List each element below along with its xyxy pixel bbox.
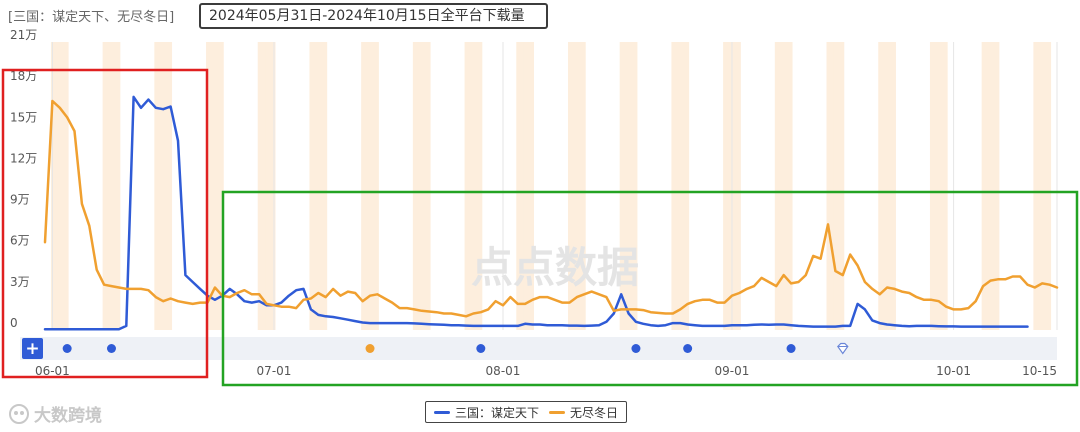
legend-swatch-orange: [549, 410, 566, 414]
highlight-band: [989, 42, 1000, 330]
highlight-band: [723, 42, 734, 330]
highlight-band: [885, 42, 896, 330]
highlight-band: [368, 42, 379, 330]
x-tick-label: 10-15: [1022, 364, 1057, 378]
x-tick-label: 07-01: [257, 364, 292, 378]
event-gem-icon[interactable]: [836, 342, 849, 355]
highlight-band: [575, 42, 586, 330]
highlight-band: [671, 42, 682, 330]
highlight-band: [464, 42, 475, 330]
add-event-button-bg: [22, 338, 43, 359]
vertical-gridlines: [51, 42, 1058, 330]
highlight-band: [213, 42, 224, 330]
chart-legend: 三国：谋定天下 无尽冬日: [425, 401, 628, 423]
highlight-band: [316, 42, 328, 330]
x-axis-tick-labels: 06-01 07-01 08-01 09-01 10-01 10-15: [35, 364, 1057, 378]
highlight-band: [58, 42, 69, 330]
event-bar: +: [20, 337, 1057, 360]
event-marker-dot[interactable]: [786, 344, 796, 353]
highlight-band: [161, 42, 173, 330]
y-tick-label: 6万: [10, 234, 30, 248]
event-marker-dot[interactable]: [62, 344, 72, 353]
event-marker-dot[interactable]: [106, 344, 116, 353]
legend-swatch-blue: [434, 410, 450, 414]
highlight-band: [774, 42, 786, 330]
highlight-band: [420, 42, 431, 330]
highlight-band: [471, 42, 483, 330]
legend-item-series-1[interactable]: 三国：谋定天下: [434, 404, 539, 421]
highlight-band: [206, 42, 217, 330]
chart-title-date-range: 2024年05月31日-2024年10月15日全平台下载量: [199, 3, 548, 29]
legend-label-series-1: 三国：谋定天下: [455, 405, 540, 420]
y-tick-label: 12万: [10, 151, 37, 165]
y-tick-label: 0: [10, 316, 18, 330]
highlight-band: [1040, 42, 1052, 330]
highlight-band: [361, 42, 372, 330]
event-marker-dot[interactable]: [365, 344, 375, 353]
highlight-band: [102, 42, 113, 330]
legend-label-series-2: 无尽冬日: [570, 405, 619, 420]
legend-item-series-2[interactable]: 无尽冬日: [549, 404, 618, 421]
x-tick-label: 08-01: [486, 364, 521, 378]
highlight-band: [309, 42, 320, 330]
y-tick-label: 21万: [10, 28, 37, 42]
highlight-band: [523, 42, 535, 330]
watermark-text: 点点数据: [471, 243, 639, 292]
event-marker-dot[interactable]: [476, 344, 486, 353]
watermark-logo-text: 大数跨境: [34, 406, 102, 426]
highlight-band: [1033, 42, 1044, 330]
highlight-band: [826, 42, 837, 330]
y-axis-tick-labels: 0 3万 6万 9万 12万 15万 18万 21万: [10, 28, 37, 330]
highlight-band: [678, 42, 690, 330]
highlight-band: [981, 42, 992, 330]
annotation-box-green: [221, 190, 1079, 387]
highlight-band: [154, 42, 165, 330]
highlight-band: [929, 42, 941, 330]
x-tick-label: 09-01: [715, 364, 750, 378]
series-lines: [43, 95, 1059, 331]
add-event-button[interactable]: +: [22, 338, 43, 359]
highlight-band: [878, 42, 889, 330]
highlight-band: [619, 42, 631, 330]
x-tick-label: 10-01: [936, 364, 971, 378]
x-tick-label: 06-01: [35, 364, 70, 378]
highlight-band: [937, 42, 948, 330]
highlight-band: [265, 42, 276, 330]
highlight-band: [782, 42, 793, 330]
event-marker-dot[interactable]: [683, 344, 693, 353]
event-bar-background: [20, 337, 1057, 360]
series-line-1: [43, 95, 1029, 331]
highlight-band: [730, 42, 741, 330]
y-tick-label: 3万: [10, 275, 30, 289]
highlight-band: [110, 42, 121, 330]
event-marker-dot[interactable]: [631, 344, 641, 353]
highlight-band: [627, 42, 638, 330]
highlight-band: [567, 42, 579, 330]
highlight-band: [833, 42, 845, 330]
highlight-band: [50, 42, 62, 330]
y-tick-label: 18万: [10, 69, 37, 83]
y-tick-label: 15万: [10, 110, 37, 124]
brand-logo-icon: [9, 403, 29, 424]
highlight-band: [257, 42, 269, 330]
watermark-logo: 大数跨境: [8, 401, 102, 426]
chart-title-prefix: [三国：谋定天下、无尽冬日]: [8, 10, 175, 25]
series-line-2: [43, 99, 1059, 318]
highlight-band: [412, 42, 424, 330]
highlight-band: [516, 42, 527, 330]
plus-icon: +: [25, 339, 39, 359]
annotation-box-red: [1, 68, 209, 379]
weekend-highlight-bands: [50, 42, 1052, 330]
y-tick-label: 9万: [10, 193, 30, 207]
